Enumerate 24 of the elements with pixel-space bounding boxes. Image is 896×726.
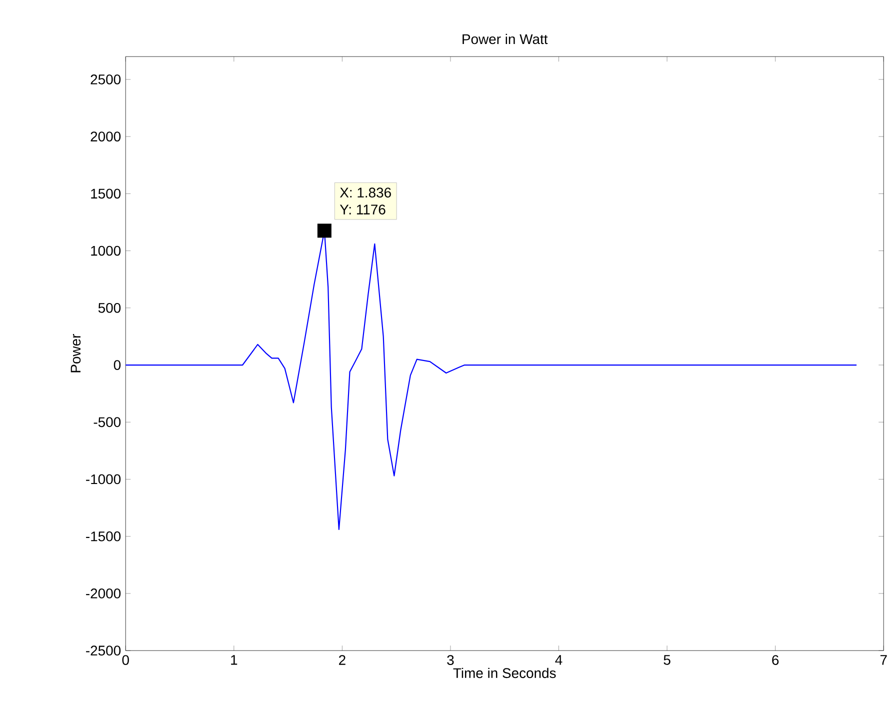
y-tick-label: -1500 <box>86 531 121 542</box>
y-tick-label: 2500 <box>90 74 121 84</box>
y-tick-label: 500 <box>98 302 121 313</box>
annotation: X: 1.836 <box>340 188 391 198</box>
y-tick-label: -2000 <box>86 588 121 598</box>
x-tick-label: 2 <box>339 655 346 665</box>
y-tick-label: 2000 <box>90 132 121 142</box>
y-tick-label: -2500 <box>86 646 121 656</box>
y-tick-label: -1000 <box>86 474 121 484</box>
x-tick-label: 7 <box>880 655 887 665</box>
x-axis-title: Time in Seconds <box>453 668 556 678</box>
x-tick-label: 5 <box>664 655 670 665</box>
y-tick-label: 1000 <box>91 246 121 256</box>
x-tick-label: 0 <box>122 655 129 665</box>
y-axis-title: Power <box>70 334 81 372</box>
chart-title: Power in Watt <box>462 34 548 44</box>
x-tick-label: 4 <box>555 655 562 665</box>
x-tick-label: 6 <box>772 655 779 665</box>
y-tick-label: 0 <box>114 360 121 370</box>
y-tick-label: -500 <box>94 417 121 428</box>
x-tick-label: 1 <box>231 655 238 665</box>
y-tick-label: 1500 <box>91 188 121 199</box>
x-tick-label: 3 <box>447 655 454 665</box>
annotation: Y: 1176 <box>340 204 386 214</box>
